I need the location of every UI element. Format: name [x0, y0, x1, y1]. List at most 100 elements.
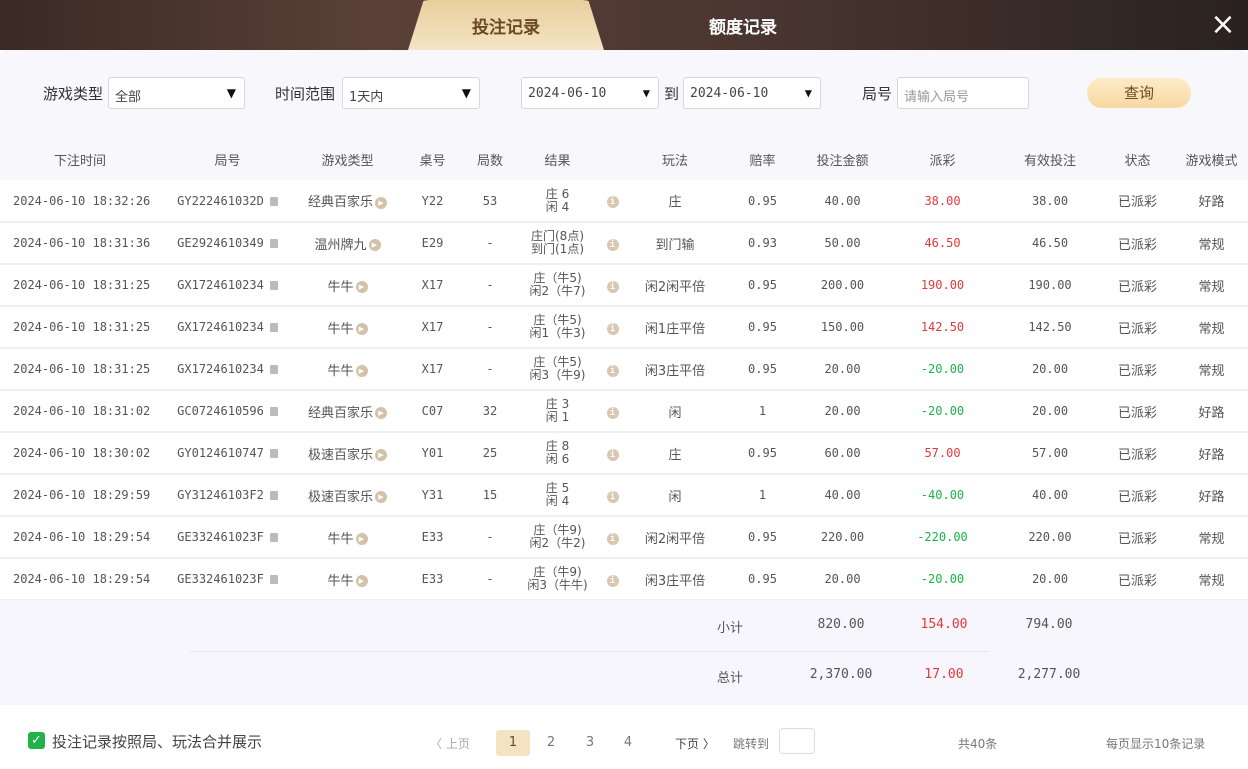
game-type: 牛牛	[327, 279, 354, 295]
copy-icon[interactable]	[269, 491, 278, 500]
info-icon[interactable]: i	[606, 406, 619, 419]
page-3-button[interactable]: 3	[585, 735, 595, 750]
column-header: 结果	[515, 138, 600, 180]
play-type: 闲1庄平倍	[625, 306, 725, 349]
valid-bet: 20.00	[1000, 390, 1100, 433]
game-type: 牛牛	[327, 573, 354, 589]
total-count: 共40条	[958, 737, 998, 751]
copy-icon[interactable]	[269, 239, 278, 248]
copy-icon[interactable]	[269, 196, 278, 206]
result-line: 庄 8	[545, 439, 570, 453]
info-icon[interactable]: i	[606, 448, 619, 461]
bet-time: 2024-06-10 18:31:25	[0, 306, 160, 349]
date-to-value: 2024-06-10	[690, 86, 769, 101]
round-id-cell: GY0124610747	[160, 432, 295, 475]
page-4-button[interactable]: 4	[623, 735, 633, 750]
tab-credit-records[interactable]: 额度记录	[709, 17, 777, 38]
copy-icon[interactable]	[269, 365, 278, 374]
odds: 1	[725, 390, 800, 433]
jump-page-input[interactable]	[779, 728, 815, 754]
date-to-select[interactable]: 2024-06-10 ▼	[683, 77, 821, 109]
round-count: -	[465, 558, 515, 601]
result-line: 庄 5	[545, 481, 570, 495]
info-icon[interactable]: i	[606, 574, 619, 587]
game-type-select[interactable]: 全部 ▼	[108, 77, 245, 109]
close-icon[interactable]: ×	[1210, 7, 1236, 42]
round-count: -	[465, 264, 515, 307]
info-icon[interactable]: i	[606, 490, 619, 503]
tab-bet-records[interactable]: 投注记录	[408, 0, 604, 50]
round-id: GE332461023F	[177, 572, 264, 586]
play-replay-icon[interactable]: ▶	[355, 323, 368, 335]
copy-icon[interactable]	[269, 281, 278, 290]
total-row: 总计 2,370.00 17.00 2,277.00	[0, 650, 1248, 700]
play-replay-icon[interactable]: ▶	[375, 407, 387, 419]
game-type-cell: 牛牛 ▶	[295, 348, 400, 391]
play-replay-icon[interactable]: ▶	[355, 365, 368, 377]
copy-icon[interactable]	[269, 407, 278, 416]
table-row: 2024-06-10 18:31:25 GX1724610234 牛牛 ▶ X17- 庄（…	[0, 306, 1248, 349]
round-id-cell: GE332461023F	[160, 558, 295, 601]
payout: -20.00	[885, 348, 1000, 391]
round-input[interactable]: 请输入局号	[897, 77, 1029, 109]
game-mode: 好路	[1175, 390, 1248, 433]
round-count: -	[465, 306, 515, 349]
merge-checkbox[interactable]: ✓	[28, 732, 45, 749]
info-icon[interactable]: i	[606, 322, 619, 335]
copy-icon[interactable]	[269, 449, 278, 458]
result-line: 庄（牛5)	[533, 271, 582, 285]
play-replay-icon[interactable]: ▶	[355, 575, 368, 587]
payout: -220.00	[885, 516, 1000, 559]
play-replay-icon[interactable]: ▶	[375, 449, 387, 461]
bet-amount: 200.00	[800, 264, 885, 307]
info-icon[interactable]: i	[606, 238, 619, 251]
page-1-button[interactable]: 1	[496, 730, 530, 756]
game-mode: 常规	[1175, 558, 1248, 601]
subtotal-row: 小计 820.00 154.00 794.00	[0, 600, 1248, 650]
info-icon[interactable]: i	[606, 196, 619, 208]
next-page-button[interactable]: 下页 〉	[675, 737, 715, 751]
copy-icon[interactable]	[269, 533, 278, 542]
info-cell: i	[600, 306, 625, 349]
subtotal-amount: 820.00	[817, 617, 865, 632]
status: 已派彩	[1100, 180, 1175, 223]
table-row: 2024-06-10 18:29:54 GE332461023F 牛牛 ▶ E33- 庄（…	[0, 516, 1248, 559]
per-page-info: 每页显示10条记录	[1106, 737, 1206, 751]
play-replay-icon[interactable]: ▶	[355, 533, 368, 545]
page-2-button[interactable]: 2	[546, 735, 556, 750]
result-cell: 庄（牛5) 闲3（牛9)	[515, 348, 600, 391]
game-mode: 常规	[1175, 516, 1248, 559]
payout: -20.00	[885, 390, 1000, 433]
date-from-select[interactable]: 2024-06-10 ▼	[521, 77, 659, 109]
to-label: 到	[664, 85, 680, 103]
copy-icon[interactable]	[269, 575, 278, 584]
divider	[190, 651, 990, 652]
info-icon[interactable]: i	[606, 280, 619, 293]
play-replay-icon[interactable]: ▶	[355, 281, 368, 293]
round-id: GY222461032D	[177, 193, 264, 208]
bet-time: 2024-06-10 18:31:02	[0, 390, 160, 433]
column-header: 赔率	[725, 138, 800, 180]
play-replay-icon[interactable]: ▶	[368, 239, 381, 251]
round-id: GY0124610747	[177, 446, 264, 460]
info-icon[interactable]: i	[606, 532, 619, 545]
round-id: GE332461023F	[177, 530, 264, 544]
game-type: 牛牛	[327, 363, 354, 379]
copy-icon[interactable]	[269, 323, 278, 332]
time-range-select[interactable]: 1天内 ▼	[342, 77, 480, 109]
game-type-cell: 牛牛 ▶	[295, 558, 400, 601]
bet-amount: 20.00	[800, 558, 885, 601]
info-icon[interactable]: i	[606, 364, 619, 377]
result-line: 闲 6	[545, 452, 570, 466]
play-replay-icon[interactable]: ▶	[375, 491, 387, 503]
bet-time: 2024-06-10 18:30:02	[0, 432, 160, 475]
prev-page-button[interactable]: 〈 上页	[430, 737, 470, 751]
result-line: 庄门(8点)	[531, 229, 584, 243]
result-line: 闲1（牛3)	[529, 326, 586, 340]
play-replay-icon[interactable]: ▶	[375, 196, 387, 209]
merge-label[interactable]: 投注记录按照局、玩法合并展示	[52, 733, 263, 751]
column-header: 状态	[1100, 138, 1175, 180]
table-row: 2024-06-10 18:31:25 GX1724610234 牛牛 ▶ X17- 庄（…	[0, 264, 1248, 307]
bet-time: 2024-06-10 18:29:54	[0, 516, 160, 559]
query-button[interactable]: 查询	[1087, 78, 1191, 108]
